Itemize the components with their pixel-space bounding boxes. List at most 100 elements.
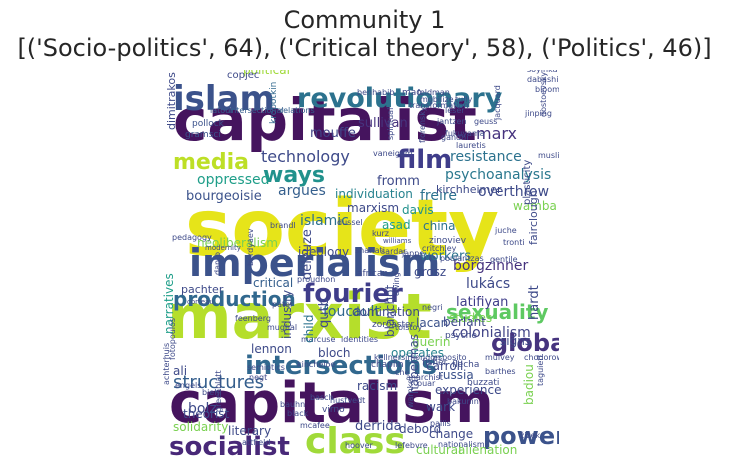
cloud-word: debord <box>399 422 441 436</box>
cloud-word: socialist <box>169 432 290 462</box>
cloud-word: change <box>429 427 473 441</box>
cloud-word: ways <box>263 163 325 188</box>
cloud-word: lennon <box>251 342 292 356</box>
cloud-word: shariati <box>355 246 385 255</box>
cloud-word: pachter <box>181 283 224 296</box>
cloud-word: islamic <box>300 213 349 229</box>
cloud-word: flecha <box>452 360 479 370</box>
cloud-word: carroll <box>426 359 463 373</box>
cloud-word: mao <box>402 88 422 98</box>
cloud-word: fotopoulos <box>168 318 177 360</box>
cloud-word: bourgeoisie <box>186 189 262 204</box>
cloud-word: mughal <box>267 323 297 332</box>
cloud-word: wark <box>426 400 455 414</box>
cloud-word: fromm <box>377 174 420 189</box>
cloud-word: sardar <box>381 247 407 256</box>
cloud-word: engels <box>175 381 201 390</box>
cloud-word: hoover <box>345 441 374 450</box>
cloud-word: benhabib <box>357 88 394 97</box>
cloud-word: corteau <box>187 298 214 306</box>
cloud-word: media <box>173 150 249 175</box>
cloud-word: marxist <box>167 280 432 353</box>
word-cloud-canvas: society capitalist marxist capitalism imperi… <box>162 70 559 462</box>
cloud-word: foucault <box>323 304 380 320</box>
cloud-word: imperialism <box>189 241 440 285</box>
cloud-word: proudhon <box>297 275 335 284</box>
cloud-word: achterhuis <box>162 343 171 385</box>
cloud-word: spiritual <box>386 108 395 140</box>
cloud-word: latifiyan <box>456 295 508 310</box>
cloud-word: tully <box>455 95 473 104</box>
cloud-word: marxism <box>347 201 399 215</box>
cloud-word: russia <box>438 368 474 382</box>
cloud-word: leser <box>445 106 465 115</box>
cloud-word: signs <box>500 334 531 348</box>
cloud-word: jappe <box>401 249 424 258</box>
cloud-word: gramsci <box>185 130 221 140</box>
cloud-word: resistance <box>450 149 522 165</box>
cloud-word: dabashi <box>527 75 558 84</box>
cloud-word: grosz <box>414 265 446 279</box>
cloud-word: badiou <box>522 364 536 405</box>
cloud-word: society <box>185 184 499 274</box>
cloud-word: feldman <box>417 88 450 97</box>
cloud-word: ideology <box>298 245 349 259</box>
cloud-word: asad <box>382 218 411 232</box>
cloud-word: qutb <box>317 298 332 328</box>
word-cloud: society capitalist marxist capitalism imperi… <box>155 70 559 464</box>
cloud-word: kurz <box>372 229 389 238</box>
cloud-word: danto <box>213 252 222 275</box>
cloud-word: narratives <box>162 273 176 334</box>
cloud-word: marcuse <box>301 335 335 344</box>
cloud-word: pater <box>272 300 294 309</box>
cloud-word: biehl <box>202 388 222 397</box>
cloud-word: hardt <box>527 285 542 320</box>
cloud-word: jantzen <box>436 117 467 126</box>
cloud-word: buzzati <box>467 378 499 388</box>
cloud-word: che <box>395 368 409 377</box>
cloud-word: mcafee <box>300 421 330 430</box>
cloud-word: revolutionary <box>297 83 503 114</box>
cloud-word: plasticity <box>522 160 533 205</box>
cloud-word: pedagogy <box>172 233 212 242</box>
cloud-word: global <box>491 329 559 357</box>
cloud-word: semiotics <box>247 363 285 372</box>
cloud-word: anarchist <box>406 373 443 382</box>
cloud-word: transformation <box>409 101 468 110</box>
cloud-word: power <box>483 422 559 450</box>
cloud-word: theorist <box>183 407 230 421</box>
cloud-word: overthrow <box>478 184 549 200</box>
cloud-word: alienation <box>458 443 517 457</box>
cloud-word: class <box>305 421 406 462</box>
cloud-word: puar <box>417 379 436 388</box>
cloud-word: mouffe <box>310 126 356 141</box>
cloud-word: bakunin <box>447 397 479 406</box>
cloud-word: dimitrakos <box>165 72 178 130</box>
cloud-word: žižek <box>520 431 541 440</box>
cloud-word: warnke <box>406 379 415 408</box>
cloud-word: capitalism <box>169 371 494 436</box>
cloud-word: racism <box>357 379 397 393</box>
cloud-word: nationalism <box>438 440 485 449</box>
cloud-word: derrida <box>355 419 402 434</box>
cloud-word: habermas <box>407 334 421 394</box>
cloud-word: jacquard <box>493 85 502 121</box>
cloud-word: structures <box>173 372 264 393</box>
cloud-word: literary <box>228 424 271 438</box>
cloud-word: bauhn <box>280 400 305 409</box>
cloud-word: black <box>287 409 309 418</box>
cloud-word: jinping <box>524 109 552 118</box>
cloud-word: williams <box>383 237 412 245</box>
cloud-word: bolz <box>188 401 217 417</box>
cloud-word: operates <box>391 346 444 360</box>
cloud-word: lauretis <box>456 141 486 150</box>
cloud-word: freire <box>420 188 457 204</box>
cloud-word: kincheloe <box>297 360 335 369</box>
chart-subtitle: [('Socio-politics', 64), ('Critical theo… <box>17 34 712 62</box>
cloud-word: intersectional <box>229 106 284 115</box>
cloud-word: negri <box>422 303 443 312</box>
cloud-word: workers <box>420 249 471 264</box>
cloud-word: dostoevsky <box>539 72 548 117</box>
cloud-word: colonialism <box>452 325 531 341</box>
cloud-word: china <box>423 219 456 233</box>
